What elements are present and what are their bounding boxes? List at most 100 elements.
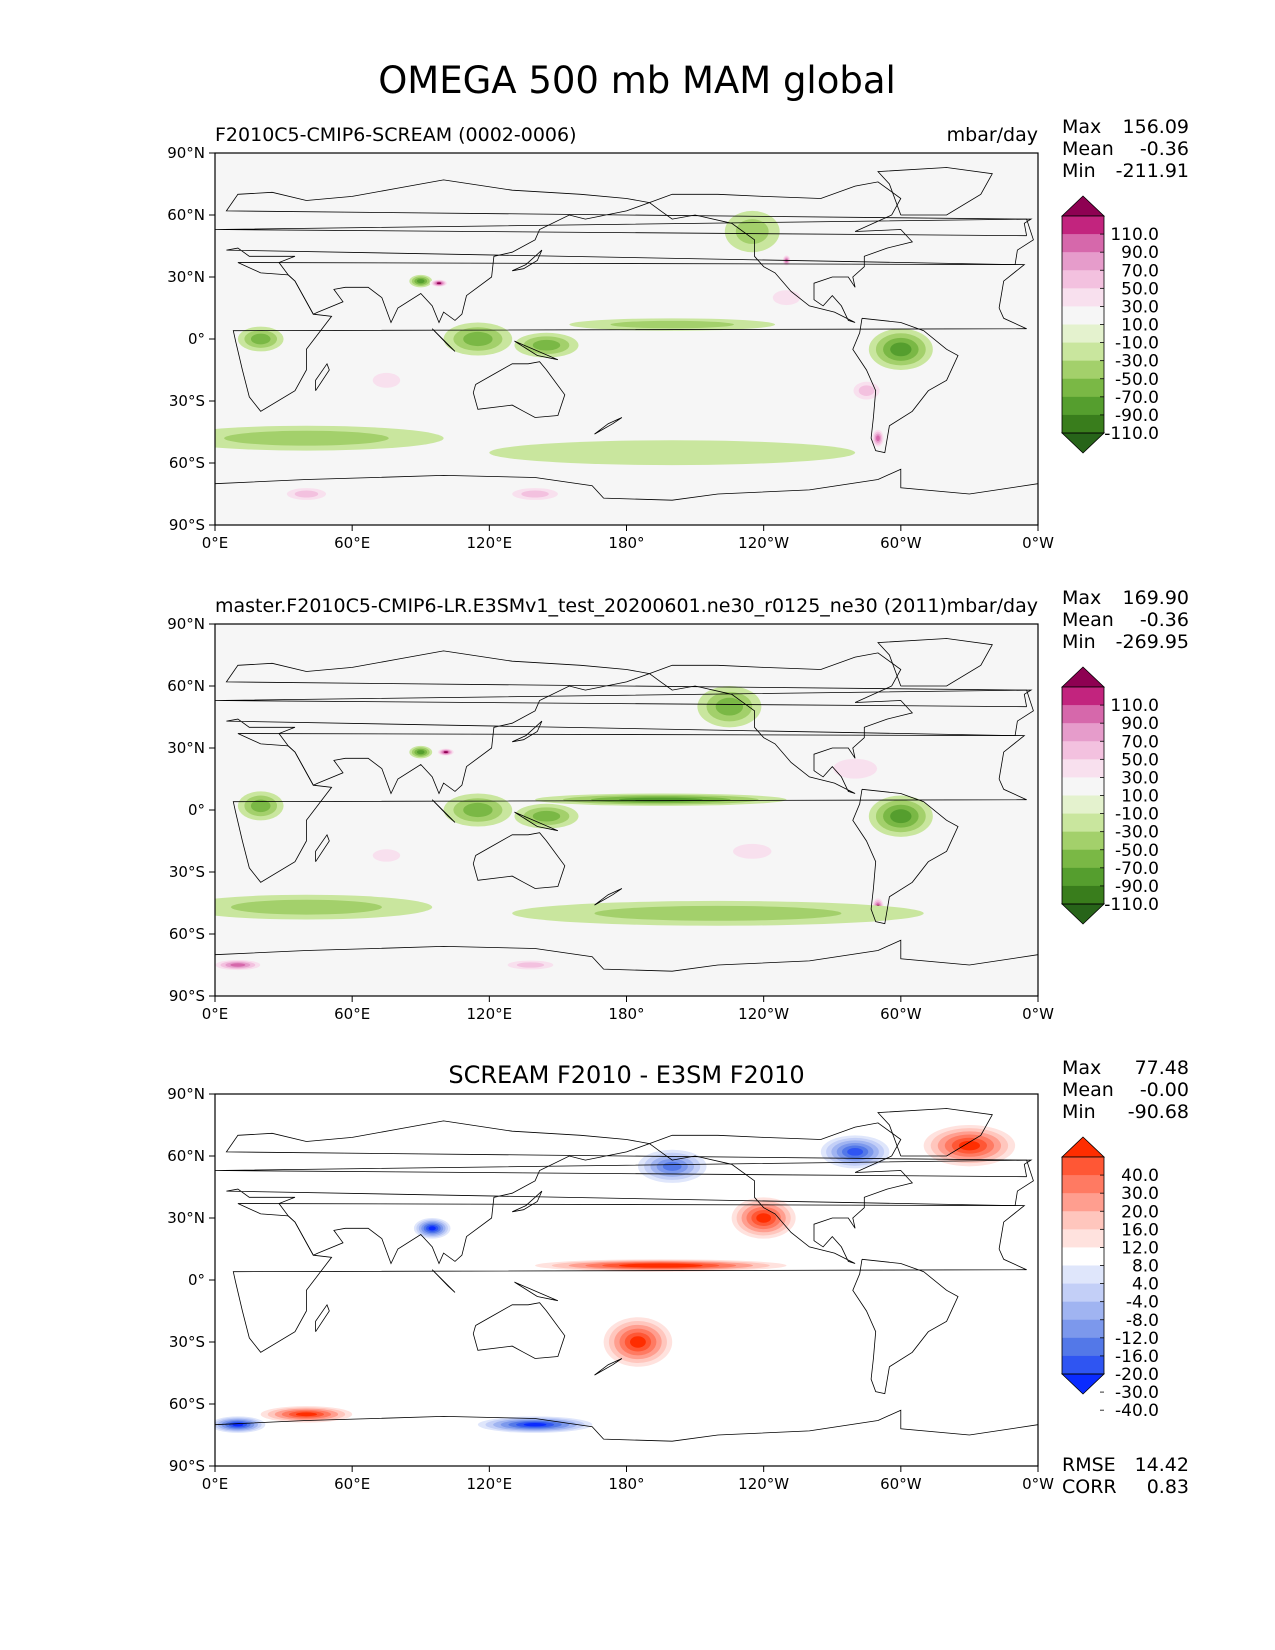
panel-title-left: master.F2010C5-CMIP6-LR.E3SMv1_test_2020…: [215, 595, 947, 617]
y-tick-label: 60°N: [167, 206, 205, 224]
colorbar-segment: [1062, 1319, 1104, 1339]
colorbar-label: -10.0: [1115, 334, 1159, 354]
colorbar-label: 16.0: [1121, 1220, 1159, 1240]
x-tick-label: 60°E: [334, 1005, 370, 1023]
y-tick-label: 30°S: [169, 392, 205, 410]
y-tick-label: 30°S: [169, 1333, 205, 1351]
colorbar-label: -70.0: [1115, 388, 1159, 408]
colorbar-segment: [1062, 867, 1104, 887]
colorbar-label: 8.0: [1132, 1257, 1159, 1277]
x-tick-label: 0°W: [1022, 1005, 1054, 1023]
x-tick-label: 180°: [608, 1475, 644, 1493]
contour-blob: [516, 962, 545, 968]
colorbar-label: 110.0: [1110, 696, 1159, 716]
footer-stat-value: 14.42: [1135, 1454, 1189, 1476]
panel-units: mbar/day: [947, 595, 1038, 617]
colorbar-label: -110.0: [1104, 895, 1159, 915]
colorbar-segment: [1062, 741, 1104, 760]
colorbar-segment: [1062, 1247, 1104, 1266]
coastline: [594, 888, 623, 906]
coastline: [431, 328, 456, 352]
x-tick-label: 120°E: [467, 1005, 513, 1023]
colorbar-segment: [1062, 1229, 1104, 1248]
colorbar-label: -12.0: [1115, 1329, 1159, 1349]
coastline: [852, 788, 959, 925]
map-panel-2: 0°E 60°E 120°E 180° 120°W 60°W 0°W 90°N 60°N 30°N…: [167, 587, 1189, 1023]
colorbar-label: -30.0: [1115, 1383, 1159, 1403]
contour-blob: [250, 333, 271, 345]
colorbar-segment: [1062, 1157, 1104, 1176]
stat-value: -0.36: [1140, 138, 1189, 160]
y-tick-label: 90°N: [167, 144, 205, 162]
colorbar-segment: [1062, 378, 1104, 398]
colorbar-label: -30.0: [1115, 352, 1159, 372]
y-tick-label: 90°S: [169, 516, 205, 534]
colorbar-segment: [1062, 1211, 1104, 1230]
contour-blob: [715, 697, 744, 716]
x-tick-label: 60°W: [880, 1475, 922, 1493]
colorbar-label: 30.0: [1121, 1184, 1159, 1204]
contour-blob: [735, 219, 769, 244]
colorbar-segment: [1062, 885, 1104, 905]
coastline: [225, 1120, 1034, 1265]
colorbar-label: -8.0: [1126, 1311, 1159, 1331]
colorbar-segment: [1062, 759, 1104, 778]
y-tick-label: 90°S: [169, 987, 205, 1005]
contour-blob: [224, 430, 389, 446]
colorbar-segment: [1062, 687, 1104, 706]
colorbar-label: 70.0: [1121, 261, 1159, 281]
y-tick-label: 60°S: [169, 925, 205, 943]
coastline: [232, 1203, 1027, 1353]
colorbar-extend-max: [1061, 1136, 1105, 1158]
stat-label: Min: [1062, 160, 1096, 182]
colorbar-label: 10.0: [1121, 787, 1159, 807]
stat-label: Max: [1062, 116, 1101, 138]
coastline: [225, 650, 1034, 795]
coastline: [512, 1190, 543, 1213]
contour-blob: [416, 750, 425, 755]
contour-blob: [772, 290, 801, 306]
contour-blob: [594, 905, 842, 921]
colorbar-segment: [1062, 216, 1104, 235]
colorbar-label: 70.0: [1121, 732, 1159, 752]
coastline: [649, 181, 914, 323]
coastline: [215, 1159, 1033, 1178]
colorbar-segment: [1062, 1301, 1104, 1321]
x-tick-label: 60°E: [334, 534, 370, 552]
contour-blob: [231, 899, 382, 915]
contour-blob: [443, 751, 449, 754]
stat-label: Min: [1062, 631, 1096, 653]
contour-blob: [532, 810, 561, 822]
x-tick-label: 120°E: [467, 534, 513, 552]
coastline: [232, 733, 1027, 883]
coastline: [232, 262, 1027, 412]
y-tick-label: 0°: [188, 1271, 205, 1289]
y-tick-label: 30°S: [169, 863, 205, 881]
x-tick-label: 60°W: [880, 534, 922, 552]
x-tick-label: 0°E: [202, 534, 229, 552]
contour-blob: [958, 1140, 980, 1151]
figure-title: OMEGA 500 mb MAM global: [378, 59, 896, 102]
coastlines: [215, 638, 1038, 972]
stat-value: 77.48: [1135, 1057, 1189, 1079]
contour-blob: [416, 279, 425, 284]
panel-title-center: SCREAM F2010 - E3SM F2010: [448, 1061, 804, 1089]
contour-blob: [847, 1148, 864, 1156]
coastline: [512, 249, 543, 272]
colorbar-segment: [1062, 723, 1104, 742]
colorbar-segment: [1062, 414, 1104, 434]
panel-units: mbar/day: [947, 124, 1038, 146]
colorbar-segment: [1062, 705, 1104, 724]
colorbar-segment: [1062, 795, 1104, 815]
x-tick-label: 0°W: [1022, 534, 1054, 552]
colorbar-label: 40.0: [1121, 1166, 1159, 1186]
field-contours: [215, 1125, 1016, 1433]
coastline: [852, 317, 959, 454]
coastline: [512, 720, 543, 743]
footer-stat-label: CORR: [1062, 1476, 1117, 1498]
y-tick-label: 30°N: [167, 739, 205, 757]
colorbar-label: 90.0: [1121, 714, 1159, 734]
contour-blob: [890, 342, 912, 357]
x-tick-label: 0°W: [1022, 1475, 1054, 1493]
coastline: [215, 1409, 1038, 1442]
